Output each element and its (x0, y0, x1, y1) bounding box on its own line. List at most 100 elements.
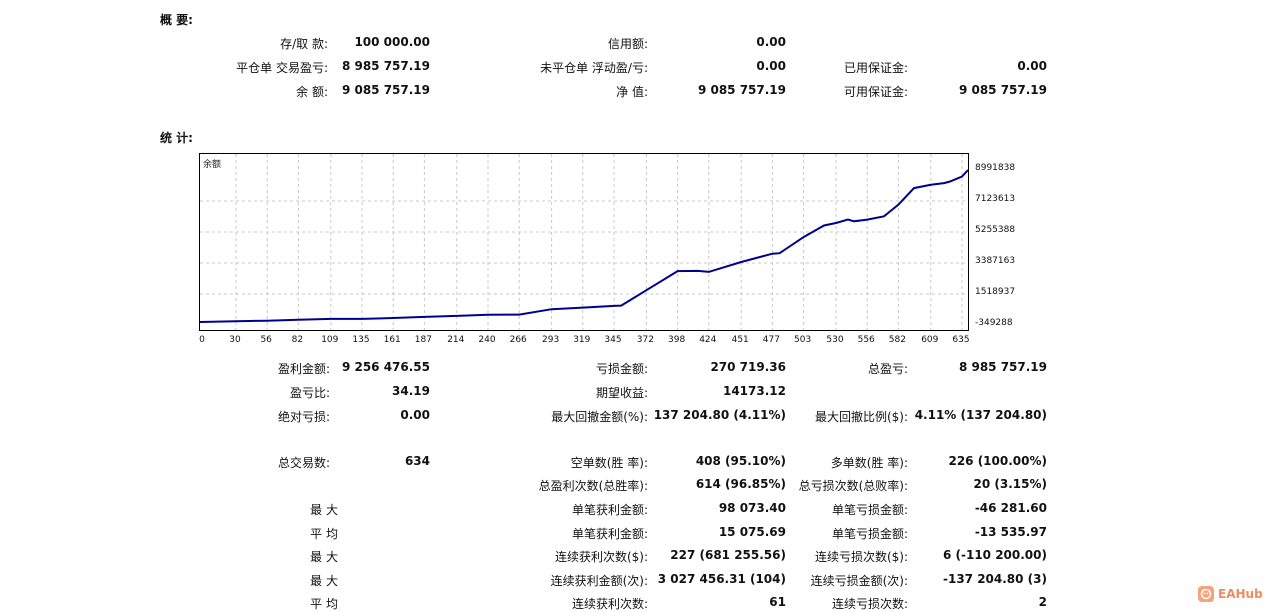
short-positions-value: 408 (95.10%) (695, 454, 786, 468)
x-tick-label: 187 (414, 335, 432, 345)
x-tick-label: 30 (229, 335, 241, 345)
max-consecutive-losses-value: 6 (-110 200.00) (942, 548, 1047, 562)
x-tick-label: 161 (383, 335, 401, 345)
floating-pl-value: 0.00 (756, 59, 786, 73)
x-tick-label: 319 (573, 335, 591, 345)
gross-loss-value: 270 719.36 (710, 360, 786, 374)
avg-loss-label: 单笔亏损金额: (831, 527, 908, 541)
eahub-watermark: EAHub (1198, 586, 1263, 602)
x-tick-label: 609 (921, 335, 939, 345)
x-tick-label: 240 (478, 335, 496, 345)
avg-consecutive-wins-value: 61 (769, 595, 786, 609)
loss-trades-label: 总亏损次数(总败率): (798, 479, 908, 493)
row-label-max: 最 大 (310, 550, 338, 564)
max-consecutive-profit-label: 连续获利金额(次): (550, 574, 648, 588)
short-positions-label: 空单数(胜 率): (570, 456, 648, 470)
y-tick-label: -349288 (975, 318, 1013, 328)
x-tick-label: 109 (321, 335, 339, 345)
loss-trades-value: 20 (3.15%) (973, 477, 1047, 491)
closed-pl-value: 8 985 757.19 (341, 59, 430, 73)
largest-loss-value: -46 281.60 (974, 501, 1047, 515)
x-tick-label: 451 (731, 335, 749, 345)
row-label-avg: 平 均 (310, 527, 338, 541)
x-tick-label: 135 (352, 335, 370, 345)
expected-payoff-label: 期望收益: (595, 386, 648, 400)
max-drawdown-value: 137 204.80 (4.11%) (653, 408, 786, 422)
stats-header: 统 计: (160, 131, 193, 145)
x-tick-label: 372 (636, 335, 654, 345)
x-tick-label: 266 (509, 335, 527, 345)
equity-label: 净 值: (616, 85, 648, 99)
y-tick-label: 1518937 (975, 287, 1016, 297)
x-tick-label: 424 (699, 335, 717, 345)
max-consecutive-losses-label: 连续亏损次数($): (814, 550, 908, 564)
y-tick-label: 8991838 (975, 163, 1016, 173)
gross-profit-label: 盈利金额: (277, 362, 330, 376)
x-tick-label: 556 (857, 335, 875, 345)
profit-trades-value: 614 (96.85%) (695, 477, 786, 491)
balance-label: 余 额: (296, 85, 328, 99)
chart-frame: 余额 (199, 153, 969, 331)
x-tick-label: 503 (794, 335, 812, 345)
eahub-logo-text: EAHub (1218, 587, 1263, 601)
x-tick-label: 398 (668, 335, 686, 345)
x-tick-label: 214 (447, 335, 465, 345)
credit-label: 信用额: (607, 37, 648, 51)
credit-value: 0.00 (756, 35, 786, 49)
expected-payoff-value: 14173.12 (722, 384, 786, 398)
x-tick-label: 345 (604, 335, 622, 345)
x-tick-label: 635 (952, 335, 970, 345)
max-consecutive-profit-value: 3 027 456.31 (104) (657, 572, 786, 586)
total-net-label: 总盈亏: (867, 362, 908, 376)
free-margin-value: 9 085 757.19 (958, 83, 1047, 97)
deposit-value: 100 000.00 (354, 35, 430, 49)
deposit-label: 存/取 款: (280, 37, 328, 51)
total-trades-value: 634 (404, 454, 430, 468)
equity-value: 9 085 757.19 (697, 83, 786, 97)
eahub-logo-icon (1198, 586, 1214, 602)
gross-profit-value: 9 256 476.55 (341, 360, 430, 374)
absolute-drawdown-value: 0.00 (400, 408, 430, 422)
x-tick-label: 582 (888, 335, 906, 345)
floating-pl-label: 未平仓单 浮动盈/亏: (540, 61, 648, 75)
balance-chart: 余额 (199, 153, 969, 331)
largest-profit-value: 98 073.40 (718, 501, 786, 515)
total-net-value: 8 985 757.19 (958, 360, 1047, 374)
absolute-drawdown-label: 绝对亏损: (277, 410, 330, 424)
profit-factor-value: 34.19 (392, 384, 430, 398)
x-tick-label: 56 (260, 335, 272, 345)
max-consecutive-loss-value: -137 204.80 (3) (942, 572, 1047, 586)
row-label-max: 最 大 (310, 574, 338, 588)
row-label-max: 最 大 (310, 503, 338, 517)
balance-value: 9 085 757.19 (341, 83, 430, 97)
x-tick-label: 530 (826, 335, 844, 345)
free-margin-label: 可用保证金: (843, 85, 908, 99)
avg-profit-value: 15 075.69 (718, 525, 786, 539)
gross-loss-label: 亏损金额: (595, 362, 648, 376)
avg-consecutive-losses-label: 连续亏损次数: (831, 597, 908, 611)
x-tick-label: 0 (199, 335, 205, 345)
chart-title: 余额 (203, 160, 222, 170)
long-positions-value: 226 (100.00%) (948, 454, 1047, 468)
avg-consecutive-wins-label: 连续获利次数: (571, 597, 648, 611)
x-tick-label: 293 (542, 335, 560, 345)
relative-drawdown-value: 4.11% (137 204.80) (914, 408, 1047, 422)
max-consecutive-loss-label: 连续亏损金额(次): (810, 574, 908, 588)
largest-loss-label: 单笔亏损金额: (831, 503, 908, 517)
relative-drawdown-label: 最大回撤比例($): (814, 410, 908, 424)
long-positions-label: 多单数(胜 率): (830, 456, 908, 470)
y-tick-label: 5255388 (975, 225, 1016, 235)
avg-consecutive-losses-value: 2 (1038, 595, 1047, 609)
y-tick-label: 7123613 (975, 194, 1016, 204)
x-tick-label: 82 (291, 335, 304, 345)
x-tick-label: 477 (762, 335, 780, 345)
margin-value: 0.00 (1017, 59, 1047, 73)
summary-header: 概 要: (160, 13, 193, 27)
avg-loss-value: -13 535.97 (974, 525, 1047, 539)
largest-profit-label: 单笔获利金额: (571, 503, 648, 517)
profit-factor-label: 盈亏比: (289, 386, 330, 400)
y-tick-label: 3387163 (975, 255, 1016, 266)
balance-series-line (200, 169, 968, 323)
total-trades-label: 总交易数: (277, 456, 330, 470)
closed-pl-label: 平仓单 交易盈亏: (236, 61, 328, 75)
